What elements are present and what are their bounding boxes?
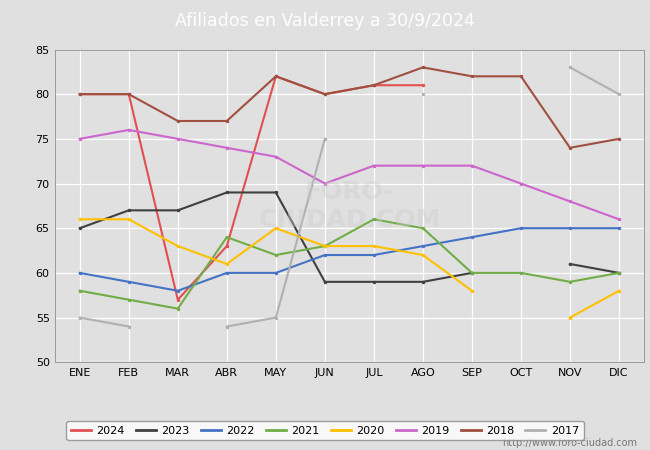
Text: Afiliados en Valderrey a 30/9/2024: Afiliados en Valderrey a 30/9/2024	[175, 12, 475, 31]
Text: FORO-
CIUDAD.COM: FORO- CIUDAD.COM	[258, 180, 441, 232]
Legend: 2024, 2023, 2022, 2021, 2020, 2019, 2018, 2017: 2024, 2023, 2022, 2021, 2020, 2019, 2018…	[66, 421, 584, 440]
Text: http://www.foro-ciudad.com: http://www.foro-ciudad.com	[502, 438, 637, 448]
